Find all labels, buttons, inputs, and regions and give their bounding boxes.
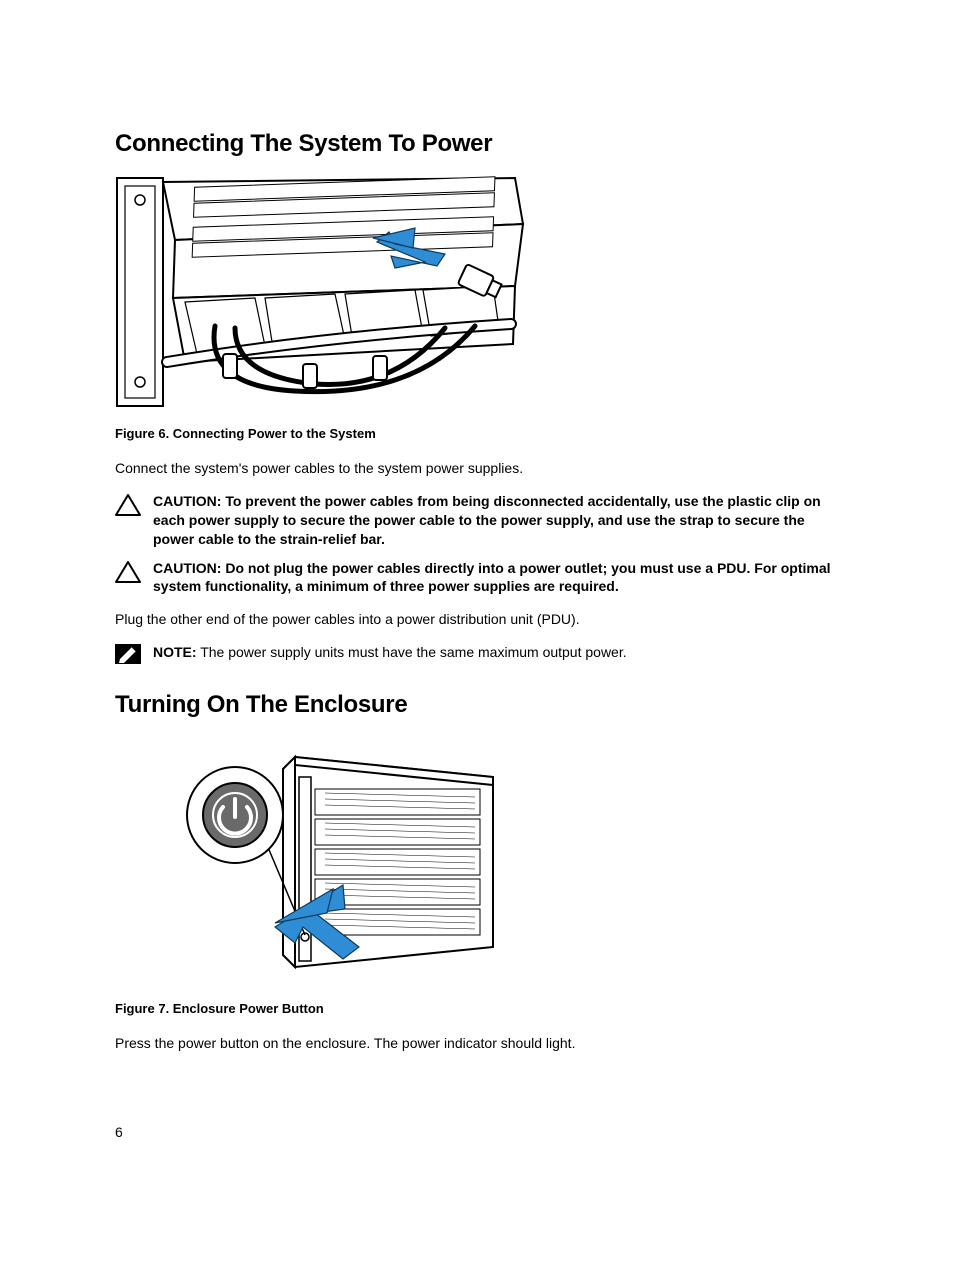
power-button-detail [187,767,283,863]
page-content: Connecting The System To Power [0,0,954,1053]
caution-1-lead: CAUTION: [153,493,221,509]
paragraph-pdu: Plug the other end of the power cables i… [115,610,844,629]
caution-1: CAUTION: To prevent the power cables fro… [115,492,844,549]
figure-6-block: Figure 6. Connecting Power to the System [115,176,844,441]
paragraph-connect-cables: Connect the system's power cables to the… [115,459,844,478]
caution-2-lead: CAUTION: [153,560,221,576]
note-1-text: NOTE: The power supply units must have t… [153,643,844,662]
figure-6-illustration [115,176,527,408]
note-1: NOTE: The power supply units must have t… [115,643,844,669]
caution-icon [115,492,143,522]
heading-connecting-power: Connecting The System To Power [115,130,844,158]
page-number: 6 [115,1124,123,1140]
figure-6-caption: Figure 6. Connecting Power to the System [115,426,844,441]
figure-7-block: Figure 7. Enclosure Power Button [115,737,844,1016]
figure-7-illustration [175,737,506,971]
caution-2: CAUTION: Do not plug the power cables di… [115,559,844,597]
caution-2-body: Do not plug the power cables directly in… [153,560,831,595]
note-1-body: The power supply units must have the sam… [197,644,627,660]
caution-2-text: CAUTION: Do not plug the power cables di… [153,559,844,597]
paragraph-press-power: Press the power button on the enclosure.… [115,1034,844,1053]
caution-1-text: CAUTION: To prevent the power cables fro… [153,492,844,549]
note-icon [115,643,143,669]
caution-1-body: To prevent the power cables from being d… [153,493,821,547]
caution-icon [115,559,143,589]
heading-turning-on: Turning On The Enclosure [115,691,844,719]
note-1-lead: NOTE: [153,644,197,660]
figure-7-caption: Figure 7. Enclosure Power Button [115,1001,844,1016]
